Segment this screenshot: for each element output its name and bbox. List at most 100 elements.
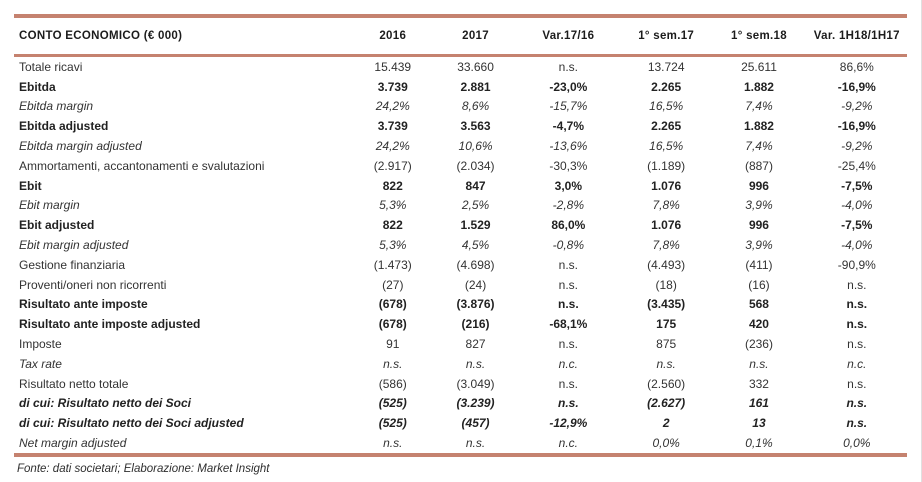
- cell-value: 568: [748, 297, 769, 312]
- source-note: Fonte: dati societari; Elaborazione: Mar…: [17, 462, 270, 475]
- cell-value: n.s.: [847, 277, 867, 292]
- table-row: Risultato ante imposte adjusted (678) (216…: [14, 314, 907, 334]
- cell-value: n.s.: [558, 337, 579, 352]
- cell-value: n.s.: [558, 59, 579, 74]
- cell-value: (3.049): [456, 376, 495, 391]
- cell-value: (2.560): [647, 376, 686, 391]
- row-label: Tax rate: [19, 356, 62, 371]
- cell-value: -7,5%: [841, 218, 873, 233]
- cell-value: 1.529: [460, 218, 491, 233]
- cell-value: (1.473): [373, 257, 412, 272]
- row-label: Risultato netto totale: [19, 376, 129, 391]
- cell-value: -25,4%: [837, 158, 876, 173]
- cell-value: 0,0%: [843, 436, 871, 451]
- cell-value: 1.882: [743, 119, 774, 134]
- row-label: Ebit margin adjusted: [19, 238, 129, 253]
- cell-value: 86,6%: [839, 59, 874, 74]
- cell-value: (3.435): [647, 297, 686, 312]
- row-label: Gestione finanziaria: [19, 257, 126, 272]
- cell-value: 3.563: [460, 119, 491, 134]
- row-label: di cui: Risultato netto dei Soci: [19, 396, 192, 411]
- column-header: 1° sem.17: [638, 30, 695, 42]
- table-row: Ebitda margin 24,2% 8,6% -15,7% 16,5% 7,4% -9,…: [14, 97, 907, 117]
- cell-value: -4,7%: [552, 119, 585, 134]
- cell-value: 3,0%: [554, 178, 583, 193]
- table-row: Ebit adjusted 822 1.529 86,0% 1.076 996 -7,5%: [14, 215, 907, 235]
- cell-value: (411): [745, 257, 773, 272]
- cell-value: -9,2%: [841, 139, 873, 154]
- cell-value: 0,1%: [745, 436, 773, 451]
- column-header: Var. 1H18/1H17: [813, 30, 900, 42]
- cell-value: n.s.: [846, 396, 868, 411]
- cell-value: 827: [465, 337, 486, 352]
- cell-value: -0,8%: [552, 238, 585, 253]
- table-row: Ebit margin 5,3% 2,5% -2,8% 7,8% 3,9% -4,0%: [14, 196, 907, 216]
- table-row: Risultato ante imposte (678) (3.876) n.s. (3…: [14, 295, 907, 315]
- table-row: di cui: Risultato netto dei Soci adjuste…: [14, 413, 907, 433]
- row-label: Imposte: [19, 337, 62, 352]
- cell-value: n.s.: [558, 297, 579, 312]
- cell-value: (3.876): [456, 297, 495, 312]
- row-label: Ebitda margin adjusted: [19, 139, 142, 154]
- cell-value: 5,3%: [379, 198, 407, 213]
- table-row: Ebitda margin adjusted 24,2% 10,6% -13,6% 16…: [14, 136, 907, 156]
- cell-value: 847: [465, 178, 486, 193]
- row-label: Proventi/oneri non ricorrenti: [19, 277, 167, 292]
- cell-value: 1.882: [743, 79, 774, 94]
- row-label: Ebitda margin: [19, 99, 94, 114]
- cell-value: 3,9%: [745, 238, 773, 253]
- cell-value: 3.739: [377, 79, 408, 94]
- column-header: 1° sem.18: [731, 30, 787, 42]
- cell-value: 996: [748, 178, 769, 193]
- cell-value: (4.493): [647, 257, 686, 272]
- row-label: Risultato ante imposte: [19, 297, 148, 312]
- cell-value: 2: [662, 416, 670, 431]
- cell-value: (3.239): [456, 396, 495, 411]
- row-label: Ammortamenti, accantonamenti e svalutazi…: [19, 158, 265, 173]
- table-row: Imposte 91 827 n.s. 875 (236) n.s.: [14, 334, 907, 354]
- table-title: CONTO ECONOMICO (€ 000): [19, 30, 183, 42]
- cell-value: 2.881: [460, 79, 491, 94]
- cell-value: -16,9%: [837, 79, 876, 94]
- cell-value: 8,6%: [461, 99, 490, 114]
- cell-value: n.s.: [465, 356, 486, 371]
- cell-value: -4,0%: [841, 238, 873, 253]
- cell-value: n.s.: [749, 356, 769, 371]
- cell-value: -7,5%: [841, 178, 873, 193]
- column-header: 2016: [379, 30, 407, 42]
- cell-value: 2,5%: [461, 198, 490, 213]
- table-row: Gestione finanziaria (1.473) (4.698) n.s. (4…: [14, 255, 907, 275]
- cell-value: 4,5%: [461, 238, 490, 253]
- cell-value: n.c.: [558, 356, 579, 371]
- column-header: Var.17/16: [542, 30, 595, 42]
- cell-value: 822: [382, 178, 403, 193]
- cell-value: (16): [748, 277, 770, 292]
- cell-value: -2,8%: [552, 198, 585, 213]
- cell-value: -90,9%: [837, 257, 876, 272]
- cell-value: 2.265: [651, 119, 682, 134]
- cell-value: 16,5%: [649, 99, 684, 114]
- cell-value: (18): [655, 277, 677, 292]
- cell-value: 332: [748, 376, 769, 391]
- cell-value: n.s.: [383, 356, 403, 371]
- cell-value: (887): [744, 158, 773, 173]
- cell-value: 7,8%: [652, 198, 680, 213]
- cell-value: -68,1%: [549, 317, 588, 332]
- row-label: Ebit adjusted: [19, 218, 95, 233]
- cell-value: (27): [382, 277, 404, 292]
- cell-value: n.s.: [558, 396, 579, 411]
- table-row: Ebitda adjusted 3.739 3.563 -4,7% 2.265 1.882…: [14, 116, 907, 136]
- cell-value: 25.611: [741, 59, 777, 74]
- cell-value: 24,2%: [375, 139, 410, 154]
- table-row: Proventi/oneri non ricorrenti (27) (24) n.s…: [14, 275, 907, 295]
- table-row: di cui: Risultato netto dei Soci (525) (3.…: [14, 394, 907, 414]
- cell-value: (1.189): [647, 158, 686, 173]
- cell-value: n.s.: [846, 297, 868, 312]
- cell-value: 3.739: [377, 119, 408, 134]
- cell-value: -15,7%: [549, 99, 588, 114]
- cell-value: n.s.: [847, 376, 867, 391]
- row-label: Risultato ante imposte adjusted: [19, 317, 201, 332]
- cell-value: n.s.: [846, 416, 868, 431]
- cell-value: (236): [744, 337, 773, 352]
